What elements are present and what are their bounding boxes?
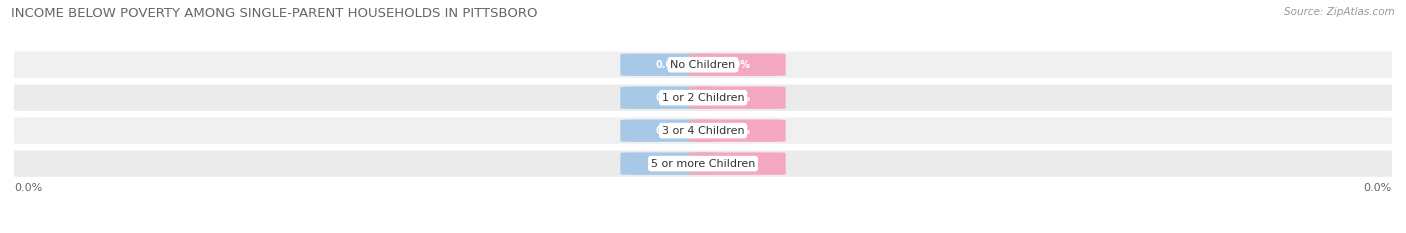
Text: 0.0%: 0.0% [655, 126, 682, 136]
FancyBboxPatch shape [0, 117, 1406, 144]
FancyBboxPatch shape [689, 86, 786, 109]
Text: 1 or 2 Children: 1 or 2 Children [662, 93, 744, 103]
Text: 0.0%: 0.0% [655, 60, 682, 70]
Text: 0.0%: 0.0% [1364, 183, 1392, 193]
Text: No Children: No Children [671, 60, 735, 70]
FancyBboxPatch shape [689, 54, 786, 76]
Text: 0.0%: 0.0% [14, 183, 42, 193]
FancyBboxPatch shape [620, 86, 717, 109]
Text: Source: ZipAtlas.com: Source: ZipAtlas.com [1284, 7, 1395, 17]
Text: 0.0%: 0.0% [724, 60, 751, 70]
FancyBboxPatch shape [0, 85, 1406, 111]
FancyBboxPatch shape [620, 54, 717, 76]
Text: 0.0%: 0.0% [655, 159, 682, 169]
Text: 5 or more Children: 5 or more Children [651, 159, 755, 169]
Text: 0.0%: 0.0% [724, 126, 751, 136]
FancyBboxPatch shape [0, 51, 1406, 78]
FancyBboxPatch shape [620, 120, 717, 142]
FancyBboxPatch shape [689, 120, 786, 142]
Text: 0.0%: 0.0% [724, 93, 751, 103]
FancyBboxPatch shape [689, 152, 786, 175]
Text: 0.0%: 0.0% [724, 159, 751, 169]
FancyBboxPatch shape [0, 151, 1406, 177]
Text: 0.0%: 0.0% [655, 93, 682, 103]
Text: 3 or 4 Children: 3 or 4 Children [662, 126, 744, 136]
FancyBboxPatch shape [620, 152, 717, 175]
Text: INCOME BELOW POVERTY AMONG SINGLE-PARENT HOUSEHOLDS IN PITTSBORO: INCOME BELOW POVERTY AMONG SINGLE-PARENT… [11, 7, 537, 20]
